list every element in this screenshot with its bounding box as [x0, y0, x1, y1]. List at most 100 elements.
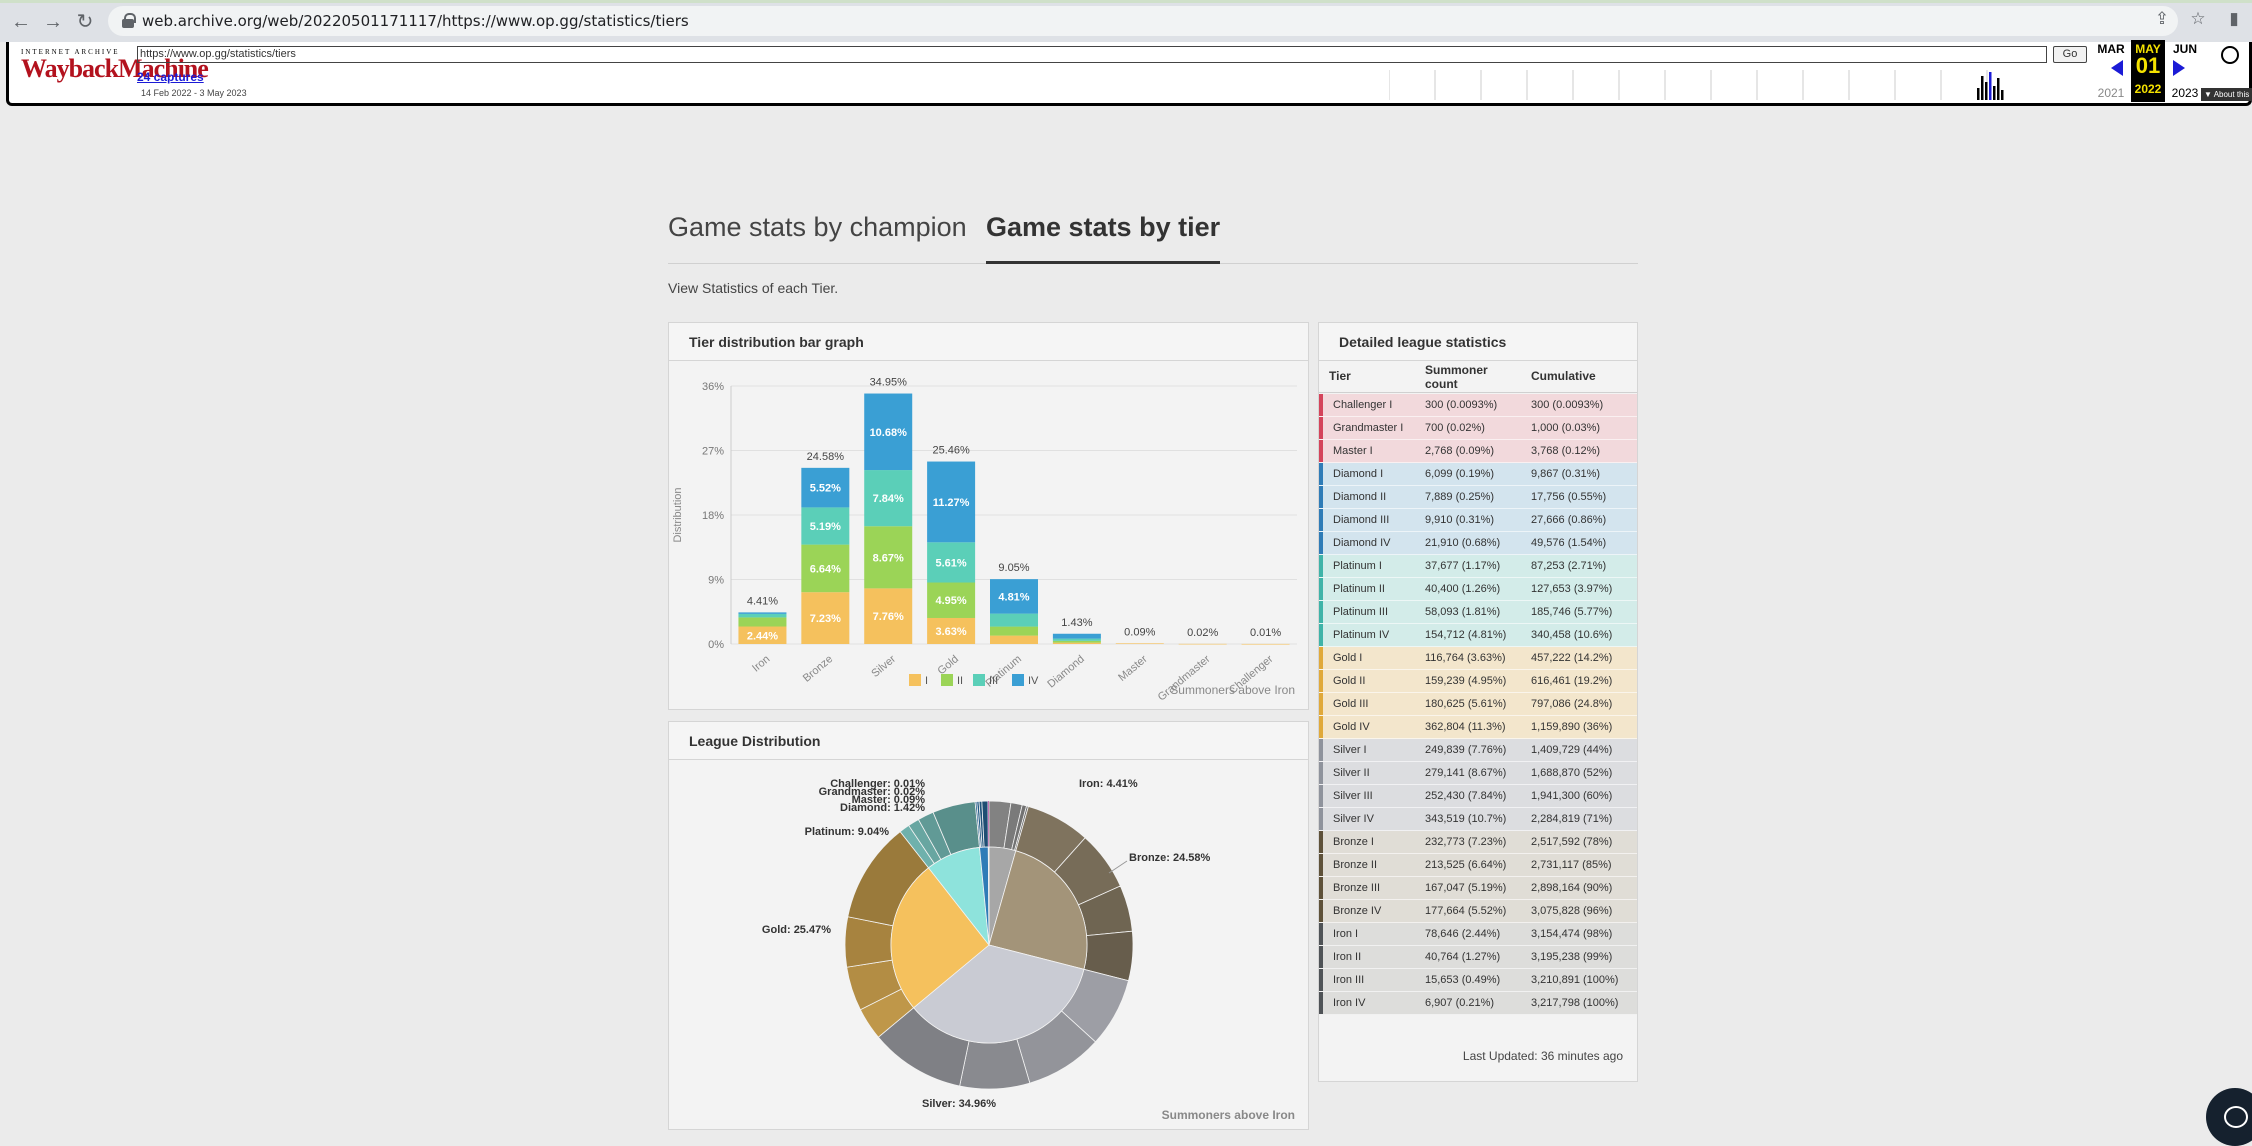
bar-segment[interactable] [1053, 641, 1101, 643]
prev-month[interactable]: MAR [2093, 42, 2129, 56]
legend-label[interactable]: IV [1028, 675, 1039, 687]
legend-swatch[interactable] [941, 674, 953, 686]
tier-color-bar [1319, 831, 1323, 853]
legend-swatch[interactable] [909, 674, 921, 686]
tab-tier-stats[interactable]: Game stats by tier [986, 212, 1220, 264]
bar-segment[interactable] [990, 627, 1038, 636]
next-month[interactable]: JUN [2167, 42, 2203, 56]
legend-swatch[interactable] [973, 674, 985, 686]
tier-name: Grandmaster I [1333, 417, 1403, 440]
tier-name: Silver I [1333, 739, 1367, 762]
cumulative-count: 2,898,164 (90%) [1531, 877, 1612, 900]
col-cumulative: Cumulative [1531, 369, 1596, 383]
next-year[interactable]: 2023 [2167, 86, 2203, 100]
tier-color-bar [1319, 693, 1323, 715]
legend-label[interactable]: III [989, 675, 998, 687]
tier-color-bar [1319, 417, 1323, 439]
sidebar-icon[interactable]: ▮ [2222, 9, 2246, 29]
about-capture-button[interactable]: ▼ About this [2201, 88, 2252, 101]
bar-segment[interactable] [1116, 643, 1164, 644]
go-button[interactable]: Go [2053, 46, 2087, 63]
prev-capture-icon[interactable] [2111, 60, 2123, 76]
legend-label[interactable]: II [957, 675, 963, 687]
tier-color-bar [1319, 601, 1323, 623]
x-tick-label: Silver [869, 653, 898, 680]
cumulative-count: 185,746 (5.77%) [1531, 601, 1612, 624]
wayback-logo[interactable]: INTERNET ARCHIVE WaybackMachine [21, 48, 133, 98]
bar-value-label: 2.44% [747, 630, 778, 642]
cumulative-count: 340,458 (10.6%) [1531, 624, 1612, 647]
spark-bar [1977, 88, 1980, 100]
bar-value-label: 7.84% [873, 493, 904, 505]
summoner-count: 343,519 (10.7%) [1425, 808, 1506, 831]
capture-sparkline[interactable] [1389, 70, 2029, 100]
legend-swatch[interactable] [1012, 674, 1024, 686]
x-tick-label: Iron [750, 653, 772, 674]
pie-outer-segment[interactable] [960, 1039, 1030, 1089]
legend-label[interactable]: I [925, 675, 928, 687]
bar-total-label: 4.41% [747, 595, 778, 607]
bar-value-label: 5.61% [936, 557, 967, 569]
bar-value-label: 4.95% [936, 595, 967, 607]
tier-name: Gold I [1333, 647, 1362, 670]
share-icon[interactable]: ⇪ [2150, 9, 2174, 29]
tier-bar-panel: Tier distribution bar graph 0%9%18%27%36… [668, 322, 1309, 710]
cumulative-count: 27,666 (0.86%) [1531, 509, 1606, 532]
bar-segment[interactable] [990, 614, 1038, 627]
forward-icon[interactable]: → [40, 9, 66, 35]
address-url[interactable]: web.archive.org/web/20220501171117/https… [142, 12, 689, 30]
bar-segment[interactable] [1053, 643, 1101, 644]
bar-segment[interactable] [1179, 644, 1227, 645]
y-axis-title: Distribution [672, 487, 684, 542]
tab-champion-stats[interactable]: Game stats by champion [668, 212, 967, 243]
bar-segment[interactable] [738, 612, 786, 614]
bar-segment[interactable] [738, 614, 786, 618]
lock-icon[interactable] [122, 13, 134, 27]
y-tick-label: 9% [708, 575, 724, 587]
table-header: Tier Summoner count Cumulative [1319, 361, 1637, 393]
back-icon[interactable]: ← [8, 9, 34, 35]
tier-color-bar [1319, 992, 1323, 1014]
bar-segment[interactable] [1242, 644, 1290, 645]
cumulative-count: 1,000 (0.03%) [1531, 417, 1600, 440]
pie-slice-label: Gold: 25.47% [762, 924, 831, 936]
pie-slice-label: Iron: 4.41% [1079, 778, 1138, 790]
address-bar[interactable]: web.archive.org/web/20220501171117/https… [108, 6, 2178, 36]
bar-total-label: 25.46% [932, 445, 970, 457]
user-icon[interactable] [2221, 46, 2239, 64]
cumulative-count: 2,731,117 (85%) [1531, 854, 1612, 877]
panel-title: Tier distribution bar graph [669, 323, 1308, 361]
bar-segment[interactable] [1053, 634, 1101, 639]
tier-name: Diamond III [1333, 509, 1389, 532]
bar-total-label: 0.02% [1187, 627, 1218, 639]
next-capture-icon[interactable] [2173, 60, 2185, 76]
captures-link[interactable]: 24 captures [137, 70, 204, 84]
cumulative-count: 3,075,828 (96%) [1531, 900, 1612, 923]
wayback-url-input[interactable]: https://www.op.gg/statistics/tiers [137, 46, 2047, 63]
bar-segment[interactable] [1053, 639, 1101, 641]
summoner-count: 116,764 (3.63%) [1425, 647, 1506, 670]
bar-segment[interactable] [990, 636, 1038, 644]
bar-segment[interactable] [738, 617, 786, 626]
chat-icon[interactable] [2206, 1088, 2252, 1146]
spark-bar [2001, 90, 2004, 100]
col-count: Summoner count [1425, 363, 1515, 391]
reload-icon[interactable]: ↻ [72, 9, 98, 35]
tier-color-bar [1319, 486, 1323, 508]
star-icon[interactable]: ☆ [2186, 9, 2210, 29]
bar-value-label: 5.52% [810, 483, 841, 495]
panel-title: Detailed league statistics [1319, 323, 1637, 361]
prev-year[interactable]: 2021 [2093, 86, 2129, 100]
y-tick-label: 0% [708, 639, 724, 651]
tier-color-bar [1319, 394, 1323, 416]
